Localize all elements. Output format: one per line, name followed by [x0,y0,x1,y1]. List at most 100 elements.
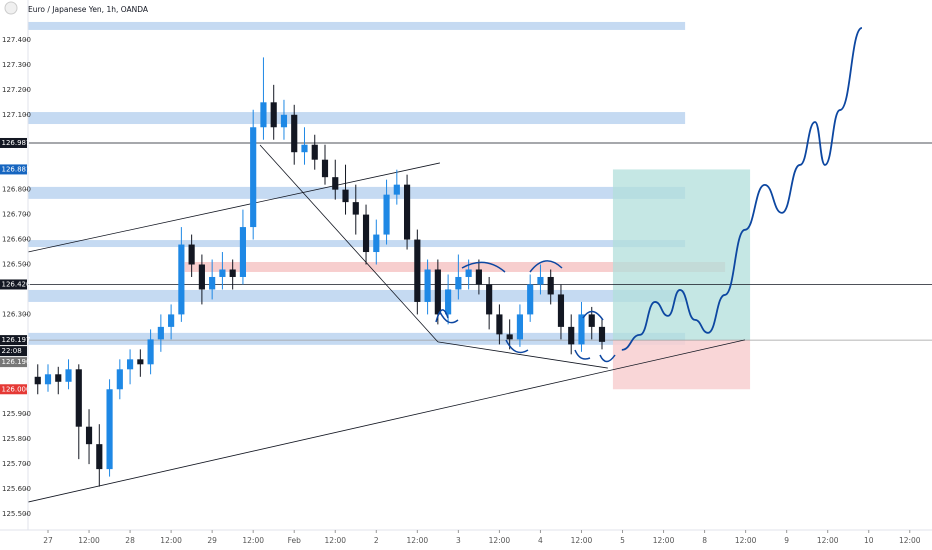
x-tick-label: 3 [456,536,461,545]
arc [439,311,459,324]
candle-body [393,184,400,195]
y-tick-label: 126.700 [2,211,31,219]
zone [28,289,686,302]
x-tick-label: 2 [374,536,379,545]
zone [28,21,686,30]
countdown-bg [0,346,27,357]
candle-body [516,314,524,340]
price-label: 126.987 [2,139,31,147]
pattern-arcs [435,260,616,363]
candle-body [280,114,288,128]
y-tick-label: 125.500 [2,510,31,518]
trendline [259,144,439,343]
y-tick-label: 126.600 [2,236,31,244]
candle-body [127,359,134,370]
candle-body [506,334,513,340]
candle-body [414,239,421,302]
candle-body [588,314,595,327]
x-tick-label: 12:00 [571,536,593,545]
arc [505,339,529,354]
candle-body [34,376,41,385]
candle-body [496,314,503,335]
price-label: 126.000 [2,385,31,393]
arc [574,349,591,360]
x-tick-label: 12:00 [489,536,511,545]
candle-body [362,214,370,253]
y-tick-label: 126.300 [2,310,31,318]
candle-body [291,114,298,153]
y-tick-label: 126.800 [2,186,31,194]
candle-body [301,144,308,153]
countdown: 22:08 [2,347,22,355]
candle-body [455,276,462,290]
y-tick-label: 125.600 [2,485,31,493]
arc [435,309,449,323]
candle-body [486,284,493,315]
candle-body [445,289,452,315]
arc [461,261,506,273]
x-tick-label: 12:00 [78,536,100,545]
zone [28,186,686,199]
candle-body [321,159,329,178]
candle-body [424,269,431,302]
zone [184,262,726,272]
x-tick-label: 9 [784,536,789,545]
candle-body [434,269,441,315]
candle-body [85,426,93,445]
y-tick-label: 125.900 [2,410,31,418]
candle-body [198,264,205,290]
price-label-bg [0,384,27,395]
candle-body [475,269,482,285]
price-label-bg [0,357,27,368]
candle-body [260,102,267,128]
y-tick-label: 127.200 [2,86,31,94]
profit-zone [612,169,751,341]
x-tick-label: 12:00 [407,536,429,545]
trendline [27,162,440,253]
arc [529,260,563,273]
zone [28,240,686,248]
price-label: 126.196 [2,358,31,366]
y-tick-label: 125.800 [2,435,31,443]
price-label: 126.420 [2,280,31,288]
y-tick-label: 127.300 [2,61,31,69]
candle-body [75,369,82,427]
candle-body [270,102,277,128]
arc [599,354,616,363]
arc [582,310,604,321]
price-label: 126.881 [2,165,31,173]
x-tick-label: 28 [125,536,135,545]
x-tick-label: 12:00 [735,536,757,545]
y-tick-label: 126.500 [2,261,31,269]
candle-body [352,202,359,215]
candle-body [465,269,472,277]
candle-body [209,276,216,290]
x-tick-label: 12:00 [242,536,264,545]
x-tick-label: 27 [43,536,53,545]
candle-body [96,444,103,470]
projection-path [621,27,863,351]
candle-body [219,269,226,277]
candle-body [106,389,113,470]
candle-body [537,276,544,285]
candle-body [342,189,349,203]
candle-body [403,184,411,240]
price-label-bg [0,137,27,148]
candle-body [568,326,575,345]
candle-body [157,326,164,340]
candle-body [116,369,123,390]
candle-body [168,314,175,327]
x-tick-label: 5 [620,536,625,545]
x-tick-label: 12:00 [817,536,839,545]
zone [28,332,686,345]
candle-body [44,374,52,385]
candle-body [239,227,247,277]
x-tick-label: 8 [702,536,707,545]
candle-body [55,374,62,382]
candle-body [332,177,339,190]
candle-body [383,194,390,235]
price-label-bg [0,164,27,175]
x-tick-label: 4 [538,536,543,545]
candle-body [137,359,144,365]
x-tick-label: 12:00 [324,536,346,545]
